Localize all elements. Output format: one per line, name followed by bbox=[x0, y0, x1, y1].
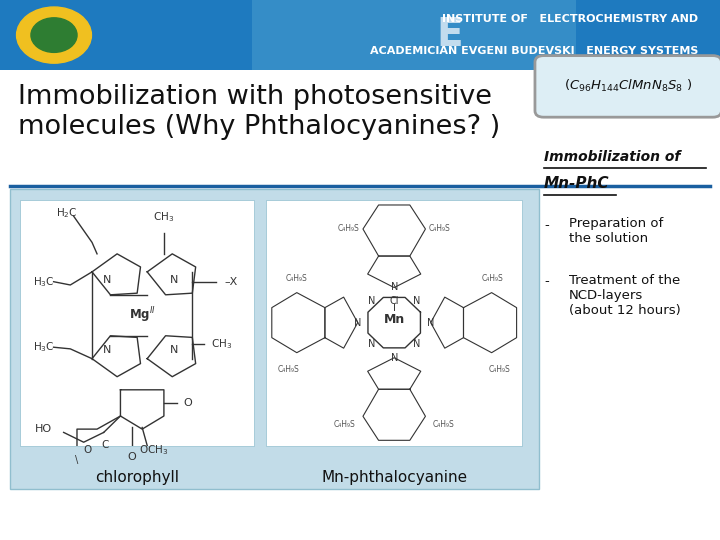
FancyBboxPatch shape bbox=[252, 0, 576, 70]
Text: CH$_3$: CH$_3$ bbox=[153, 211, 174, 225]
Text: N: N bbox=[369, 296, 376, 306]
Text: N: N bbox=[369, 339, 376, 349]
Text: $(C_{96}H_{144}ClMnN_8S_8\ )$: $(C_{96}H_{144}ClMnN_8S_8\ )$ bbox=[564, 78, 693, 94]
Text: CH$_3$: CH$_3$ bbox=[211, 337, 232, 351]
Text: ACADEMICIAN EVGENI BUDEVSKI   ENERGY SYSTEMS: ACADEMICIAN EVGENI BUDEVSKI ENERGY SYSTE… bbox=[370, 46, 698, 56]
Circle shape bbox=[17, 7, 91, 63]
FancyBboxPatch shape bbox=[0, 0, 720, 70]
Text: Preparation of
the solution: Preparation of the solution bbox=[569, 217, 663, 245]
Text: Mn: Mn bbox=[384, 313, 405, 326]
Text: chlorophyll: chlorophyll bbox=[95, 470, 179, 485]
Text: O: O bbox=[127, 452, 137, 462]
Text: H$_3$C: H$_3$C bbox=[33, 275, 54, 288]
Text: -: - bbox=[545, 275, 549, 288]
Text: C₄H₉S: C₄H₉S bbox=[481, 274, 503, 284]
Text: E: E bbox=[437, 16, 463, 54]
Text: O: O bbox=[183, 398, 192, 408]
Text: O: O bbox=[83, 446, 91, 455]
FancyBboxPatch shape bbox=[10, 189, 539, 489]
Text: Immobilization of: Immobilization of bbox=[544, 150, 680, 164]
Text: C₄H₉S: C₄H₉S bbox=[489, 366, 510, 374]
Text: N: N bbox=[170, 346, 178, 355]
Text: N: N bbox=[103, 275, 112, 285]
Text: Mg$^{II}$: Mg$^{II}$ bbox=[129, 305, 156, 325]
Text: C₄H₉S: C₄H₉S bbox=[433, 420, 454, 429]
Text: N: N bbox=[390, 282, 398, 292]
Text: OCH$_3$: OCH$_3$ bbox=[139, 443, 168, 457]
Text: Treatment of the
NCD-layers
(about 12 hours): Treatment of the NCD-layers (about 12 ho… bbox=[569, 274, 680, 317]
Text: -: - bbox=[545, 219, 549, 232]
FancyBboxPatch shape bbox=[535, 56, 720, 117]
Text: INSTITUTE OF   ELECTROCHEMISTRY AND: INSTITUTE OF ELECTROCHEMISTRY AND bbox=[442, 14, 698, 24]
Text: C₄H₉S: C₄H₉S bbox=[429, 224, 451, 233]
Circle shape bbox=[31, 18, 77, 52]
Text: –X: –X bbox=[224, 276, 238, 287]
FancyBboxPatch shape bbox=[20, 200, 254, 446]
Text: C₄H₉S: C₄H₉S bbox=[278, 366, 300, 374]
Text: C: C bbox=[102, 441, 109, 450]
Text: Mn-phthalocyanine: Mn-phthalocyanine bbox=[322, 470, 467, 485]
Text: Mn-PhC: Mn-PhC bbox=[544, 176, 609, 191]
Text: Immobilization with photosensitive
molecules (Why Phthalocyanines? ): Immobilization with photosensitive molec… bbox=[18, 84, 500, 140]
Text: HO: HO bbox=[35, 424, 52, 434]
Text: C₄H₉S: C₄H₉S bbox=[338, 224, 359, 233]
Text: C₄H₉S: C₄H₉S bbox=[334, 420, 356, 429]
Text: H$_2$C: H$_2$C bbox=[56, 206, 78, 220]
Text: N: N bbox=[170, 275, 178, 285]
Text: N: N bbox=[428, 318, 435, 328]
Text: N: N bbox=[413, 296, 420, 306]
Text: C₄H₉S: C₄H₉S bbox=[286, 274, 307, 284]
Text: H$_3$C: H$_3$C bbox=[33, 340, 54, 354]
Text: N: N bbox=[390, 353, 398, 363]
FancyBboxPatch shape bbox=[266, 200, 522, 446]
Text: N: N bbox=[354, 318, 361, 328]
Text: \: \ bbox=[76, 455, 78, 465]
Text: N: N bbox=[103, 346, 112, 355]
Text: N: N bbox=[413, 339, 420, 349]
Text: Cl: Cl bbox=[390, 296, 399, 306]
